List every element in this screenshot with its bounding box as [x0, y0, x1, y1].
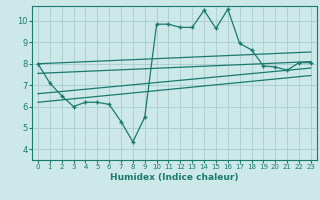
- X-axis label: Humidex (Indice chaleur): Humidex (Indice chaleur): [110, 173, 239, 182]
